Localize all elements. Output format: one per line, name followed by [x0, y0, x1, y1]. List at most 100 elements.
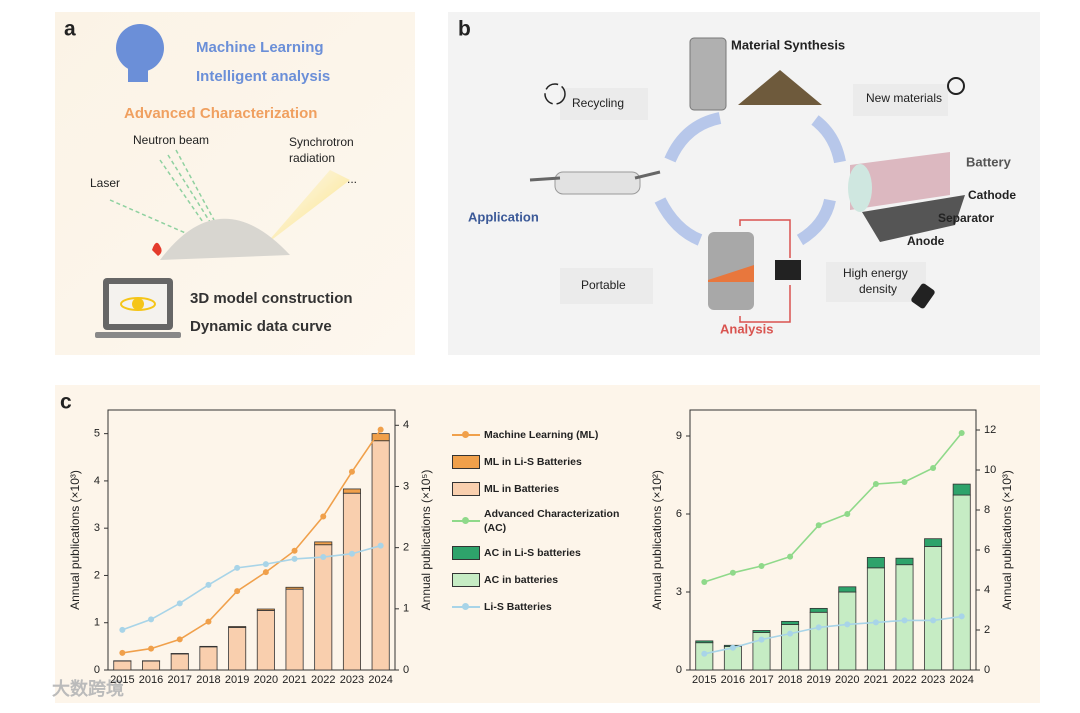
y2-tick-label: 4	[403, 419, 409, 431]
cell-icon	[911, 283, 935, 309]
legend-item: Advanced Characterization (AC)	[452, 507, 642, 535]
bar	[809, 611, 828, 671]
point	[701, 579, 708, 585]
laser-text: Laser	[90, 176, 120, 190]
y2-tick-label: 2	[984, 624, 990, 636]
bar	[924, 546, 943, 671]
ia-text: Intelligent analysis	[196, 68, 330, 85]
wire	[739, 219, 791, 323]
y-tick-label: 9	[676, 430, 682, 442]
y2-tick-label: 12	[984, 424, 996, 436]
point	[844, 511, 851, 517]
bar	[371, 433, 390, 442]
y-tick-label: 0	[676, 664, 682, 676]
point	[901, 617, 908, 624]
point	[701, 650, 708, 657]
legend-label: AC in Li-S batteries	[484, 547, 581, 559]
y-tick-label: 6	[676, 508, 682, 520]
point	[262, 569, 269, 576]
box	[853, 84, 948, 116]
x-tick-label: 2016	[139, 674, 163, 686]
legend-label: ML in Batteries	[484, 483, 560, 495]
monitor	[775, 260, 801, 280]
x-tick-label: 2016	[721, 674, 745, 686]
point	[958, 613, 965, 620]
point	[377, 542, 384, 549]
x-tick-label: 2018	[196, 674, 220, 686]
x-tick-label: 2024	[368, 674, 392, 686]
point	[377, 426, 384, 433]
point	[930, 465, 937, 471]
beam-text: Neutron beam	[133, 133, 209, 147]
point	[729, 644, 736, 651]
x-tick-label: 2017	[168, 674, 192, 686]
sync-text: Synchrotron	[289, 135, 354, 149]
roll-end	[848, 164, 872, 212]
y2-tick-label: 3	[403, 480, 409, 492]
powder	[160, 218, 290, 260]
bar	[895, 557, 914, 566]
legend-item: ML in Li-S Batteries	[452, 453, 642, 471]
point	[205, 618, 212, 625]
plot-frame	[107, 409, 396, 671]
x-tick-label: 2021	[864, 674, 888, 686]
y2-axis-title: Annual publications (×10³)	[1000, 470, 1014, 610]
legend-item: Li-S Batteries	[452, 598, 642, 616]
cycle-arrow	[654, 112, 846, 246]
line	[122, 429, 382, 654]
bar	[113, 660, 132, 671]
legend-item: AC in Li-S batteries	[452, 544, 642, 562]
watermark: 大数跨境	[52, 678, 124, 699]
laptop-base	[95, 332, 181, 338]
bar	[285, 588, 304, 671]
x-tick-label: 2018	[778, 674, 802, 686]
point	[958, 430, 965, 436]
bar	[952, 494, 971, 671]
legend-item: ML in Batteries	[452, 480, 642, 498]
point	[320, 513, 327, 520]
line	[704, 615, 962, 655]
point	[729, 569, 736, 576]
analysis-text: Analysis	[720, 321, 773, 336]
curve-text: Dynamic data curve	[190, 318, 332, 335]
bar	[142, 660, 161, 671]
y2-tick-label: 0	[984, 664, 990, 676]
drone	[554, 171, 641, 195]
y2-tick-label: 4	[984, 584, 990, 596]
point	[119, 626, 126, 633]
drone-arm	[529, 170, 661, 182]
bar	[228, 626, 247, 628]
powder	[738, 70, 822, 105]
y2-tick-label: 8	[984, 504, 990, 516]
bar	[866, 557, 885, 569]
box	[560, 268, 653, 304]
synthesis-text: Material Synthesis	[731, 37, 845, 52]
y-tick-label: 4	[94, 475, 100, 487]
point	[844, 621, 851, 628]
bar	[924, 538, 943, 547]
bar	[895, 564, 914, 671]
ellipsis: ...	[347, 172, 357, 186]
legend-swatch	[452, 514, 480, 528]
legend-swatch	[452, 482, 480, 496]
bar	[809, 607, 828, 613]
point	[872, 481, 879, 487]
point	[815, 522, 822, 529]
y-tick-label: 5	[94, 428, 100, 440]
new-materials-text: New materials	[866, 91, 942, 105]
x-tick-label: 2020	[254, 674, 278, 686]
battery-text: Battery	[966, 154, 1012, 169]
y2-tick-label: 10	[984, 464, 996, 476]
x-tick-label: 2024	[949, 674, 973, 686]
sync-text: radiation	[289, 151, 335, 165]
point	[234, 564, 241, 571]
point	[348, 468, 355, 475]
y2-tick-label: 6	[984, 544, 990, 556]
application-text: Application	[468, 209, 539, 224]
model-text: 3D model construction	[190, 290, 353, 307]
point	[148, 645, 155, 652]
point	[148, 616, 155, 623]
